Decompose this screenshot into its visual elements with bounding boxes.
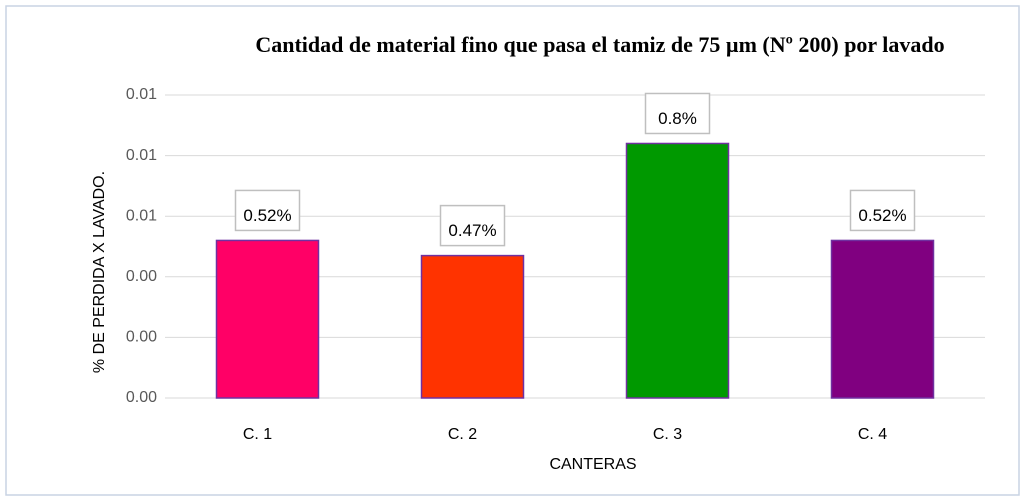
data-label-box [439, 204, 506, 247]
bar [625, 142, 730, 399]
y-tick-label: 0.01 [126, 147, 157, 164]
y-tick-label: 0.00 [126, 329, 157, 346]
data-label: 0.47% [448, 221, 496, 240]
x-axis-title: CANTERAS [549, 456, 636, 473]
bar [215, 239, 320, 399]
data-label: 0.8% [658, 109, 697, 128]
data-label-box [644, 92, 711, 135]
data-label: 0.52% [858, 206, 906, 225]
y-tick-label: 0.00 [126, 389, 157, 406]
y-tick-label: 0.01 [126, 86, 157, 103]
chart-border [5, 5, 1020, 496]
data-label: 0.52% [243, 206, 291, 225]
bar [420, 254, 525, 399]
x-tick-label: C. 1 [243, 426, 272, 443]
data-label-box [234, 189, 301, 232]
y-tick-label: 0.01 [126, 207, 157, 224]
data-label-box [849, 189, 916, 232]
x-tick-label: C. 3 [653, 426, 682, 443]
y-axis-title: % DE PERDIDA X LAVADO. [91, 171, 108, 373]
x-tick-label: C. 4 [858, 426, 887, 443]
y-tick-label: 0.00 [126, 268, 157, 285]
chart-title: Cantidad de material fino que pasa el ta… [255, 32, 945, 57]
bar [830, 239, 935, 399]
x-tick-label: C. 2 [448, 426, 477, 443]
